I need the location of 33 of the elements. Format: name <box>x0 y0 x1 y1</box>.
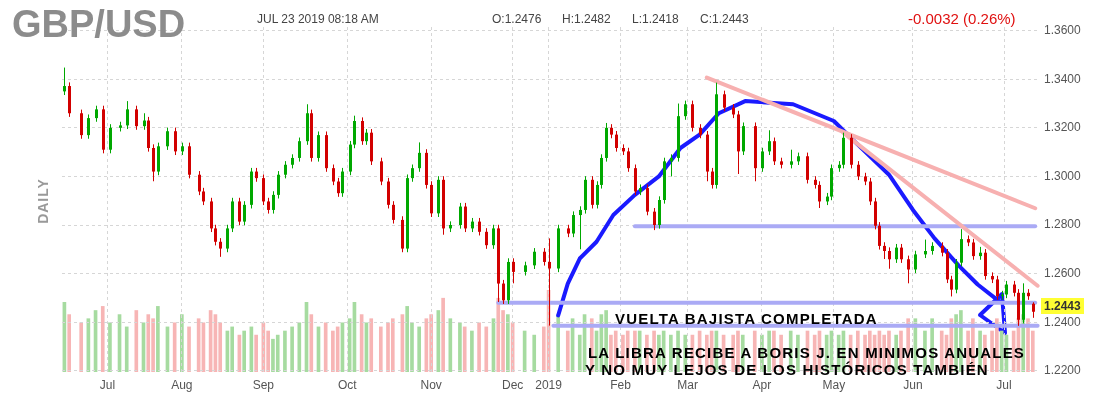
chart-title: GBP/USD <box>12 3 186 46</box>
x-tick-label: Sep <box>252 377 275 392</box>
x-tick-label: Feb <box>610 377 632 392</box>
annotation: VUELTA BAJISTA COMPLETADA <box>615 310 878 327</box>
y-axis-title: DAILY <box>34 178 51 224</box>
x-tick-label: Mar <box>677 377 698 392</box>
x-tick-label: Jul <box>996 377 1012 392</box>
text: -0.0032 (0.26%) <box>908 10 1016 27</box>
annotation: LA LIBRA RECIBE A BORIS J. EN MINIMOS ANUALES <box>588 344 1026 361</box>
x-tick-label: Nov <box>420 377 442 392</box>
text: O:1.2476 <box>492 12 542 26</box>
y-tick-label: 1.3000 <box>1044 168 1082 183</box>
x-tick-label: Jul <box>99 377 116 392</box>
x-tick-label: Apr <box>752 377 772 392</box>
text: C:1.2443 <box>700 12 749 26</box>
x-tick-label: May <box>822 377 846 392</box>
x-tick-label: Aug <box>171 377 193 392</box>
text: 1.2443 <box>1041 298 1084 314</box>
text: L:1.2418 <box>632 12 679 26</box>
x-tick-label: 2019 <box>535 377 563 392</box>
y-tick-label: 1.3400 <box>1044 71 1082 86</box>
text: H:1.2482 <box>562 12 611 26</box>
y-tick-label: 1.2600 <box>1044 265 1082 280</box>
x-tick-label: Jun <box>903 377 923 392</box>
y-tick-label: 1.3200 <box>1044 120 1082 135</box>
y-tick-label: 1.2400 <box>1044 314 1082 329</box>
x-tick-label: Dec <box>501 377 524 392</box>
y-tick-label: 1.2200 <box>1044 363 1082 378</box>
text: JUL 23 2019 08:18 AM <box>257 12 379 26</box>
y-tick-label: 1.2800 <box>1044 217 1082 232</box>
x-tick-label: Oct <box>337 377 358 392</box>
y-tick-label: 1.3600 <box>1044 22 1082 37</box>
annotation: Y NO MUY LEJOS DE LOS HISTÓRICOS TAMBIÉN <box>585 361 989 378</box>
